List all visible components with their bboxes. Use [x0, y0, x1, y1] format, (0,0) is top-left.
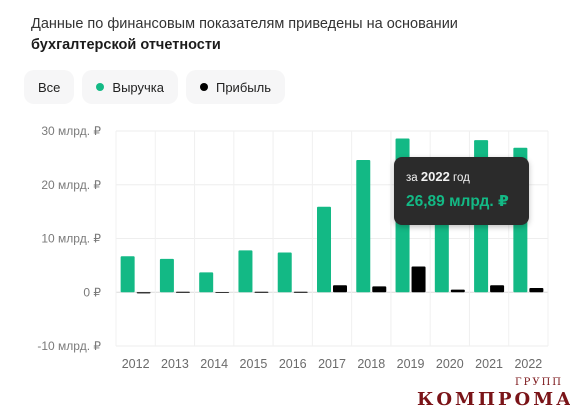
filter-all-label: Все: [38, 79, 61, 95]
x-tick-label: 2017: [318, 357, 346, 371]
series-filters: Все Выручка Прибыль: [24, 70, 285, 106]
x-tick-label: 2019: [397, 357, 425, 371]
x-tick-label: 2020: [436, 357, 464, 371]
x-tick-label: 2018: [357, 357, 385, 371]
revenue-bar: [120, 256, 135, 293]
y-tick-label: -10 млрд. ₽: [37, 339, 101, 353]
filter-revenue-button[interactable]: Выручка: [82, 70, 178, 104]
profit-bar: [254, 291, 269, 293]
x-tick-label: 2012: [122, 357, 150, 371]
tooltip-value: 26,89 млрд. ₽: [406, 193, 509, 210]
profit-bar: [450, 289, 465, 293]
finance-bar-chart: 30 млрд. ₽ 20 млрд. ₽ 10 млрд. ₽ 0 ₽ -10 млр…: [37, 124, 549, 371]
tooltip-year: 2022: [420, 169, 450, 184]
revenue-dot-icon: [96, 83, 105, 91]
revenue-bar: [159, 258, 174, 293]
filter-revenue-label: Выручка: [112, 79, 164, 95]
profit-bar: [136, 292, 151, 294]
tooltip-suffix: год: [453, 172, 470, 184]
description-text: Данные по финансовым показателям приведе…: [31, 16, 458, 32]
profit-bar: [529, 287, 544, 293]
profit-bar: [490, 285, 505, 293]
revenue-bar: [317, 206, 331, 293]
filter-profit-label: Прибыль: [215, 79, 271, 95]
y-tick-label: 30 млрд. ₽: [41, 124, 101, 138]
x-tick-label: 2022: [514, 357, 542, 371]
profit-bar: [175, 291, 190, 293]
revenue-bar: [199, 272, 214, 293]
x-tick-label: 2016: [279, 357, 307, 371]
chart-description: Данные по финансовым показателям приведе…: [31, 14, 561, 56]
chart-tooltip: за 2022 год 26,89 млрд. ₽: [394, 157, 529, 225]
revenue-bar: [356, 160, 371, 293]
x-tick-label: 2014: [200, 357, 228, 371]
revenue-bar: [434, 219, 449, 293]
x-tick-label: 2021: [475, 357, 503, 371]
y-tick-label: 10 млрд. ₽: [41, 232, 101, 246]
y-tick-label: 20 млрд. ₽: [41, 178, 101, 192]
revenue-bar: [238, 250, 253, 293]
watermark-main: КОМПРОМАТ: [417, 389, 570, 410]
profit-bar: [411, 266, 426, 293]
y-tick-label: 0 ₽: [83, 285, 101, 299]
x-tick-label: 2015: [240, 357, 268, 371]
profit-dot-icon: [199, 83, 208, 91]
filter-profit-button[interactable]: Прибыль: [185, 70, 285, 104]
tooltip-period: за 2022 год: [406, 169, 517, 184]
profit-bar: [372, 286, 387, 293]
x-tick-label: 2013: [161, 357, 189, 371]
tooltip-prefix: за: [406, 172, 418, 184]
profit-bar: [215, 292, 230, 294]
watermark-sub: ГРУПП: [515, 377, 564, 388]
watermark-logo: ГРУПП КОМПРОМАТ: [417, 377, 570, 417]
revenue-bar: [277, 252, 292, 293]
profit-bar: [333, 285, 347, 293]
profit-bar: [293, 291, 308, 293]
description-highlight: бухгалтерской отчетности: [31, 37, 221, 53]
filter-all-button[interactable]: Все: [24, 70, 75, 104]
